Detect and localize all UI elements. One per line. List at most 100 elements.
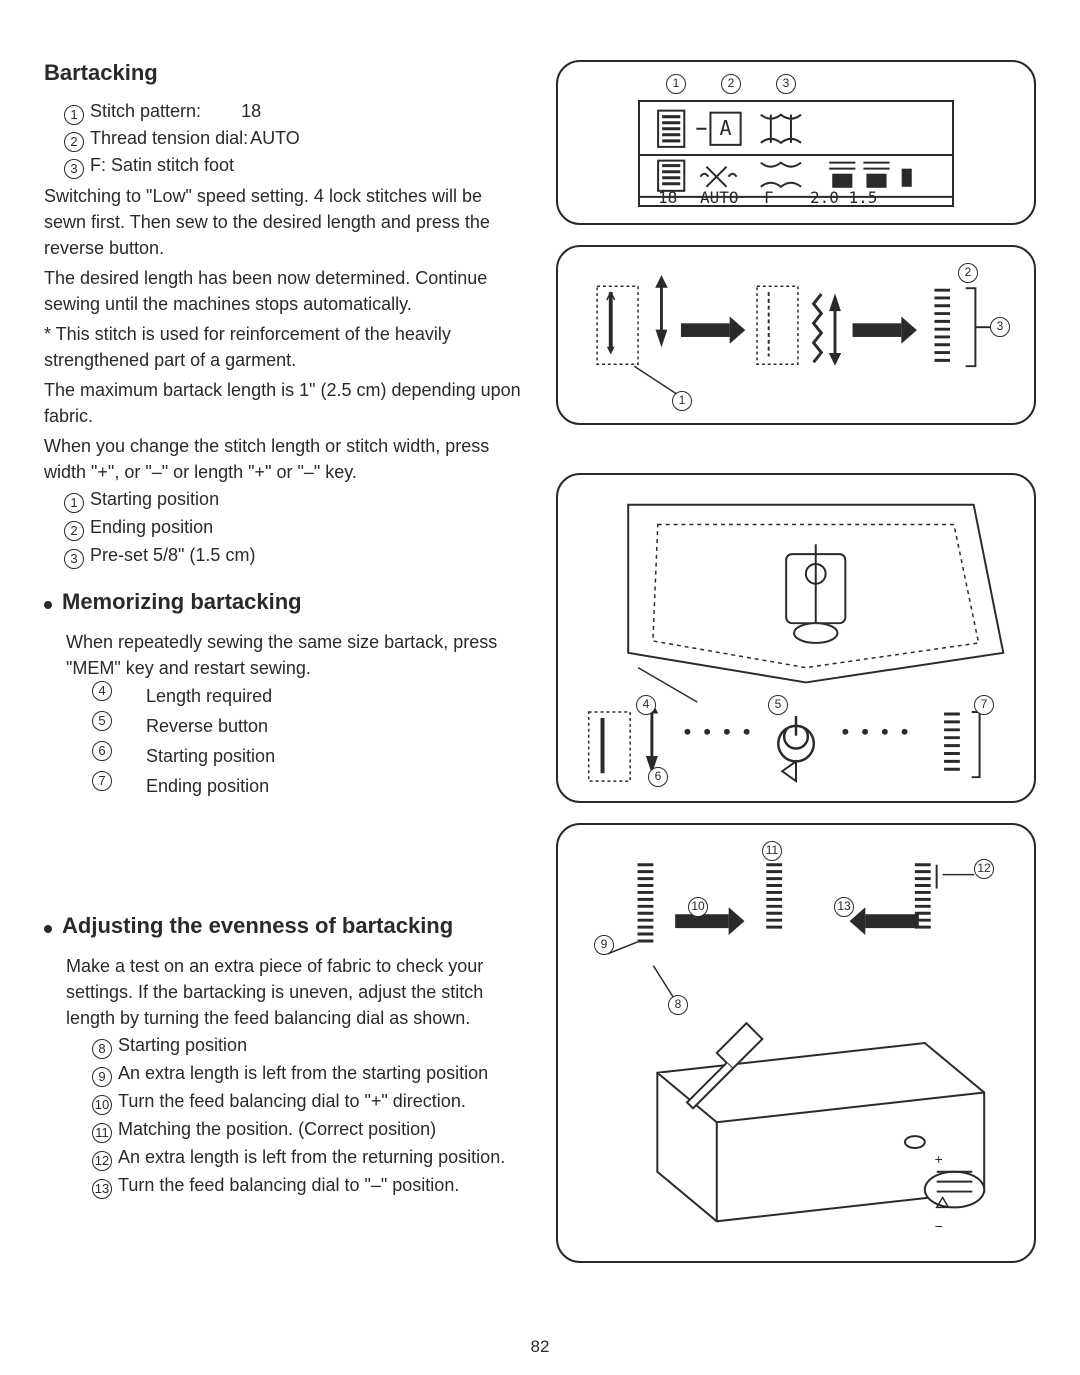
list-item: 9 An extra length is left from the starti… bbox=[92, 1059, 528, 1087]
list-text: Reverse button bbox=[146, 711, 268, 741]
memorizing-svg bbox=[568, 485, 1024, 791]
list-item: 10 Turn the feed balancing dial to "+" di… bbox=[92, 1087, 528, 1115]
stitch-sequence-svg bbox=[568, 257, 1024, 413]
num-circle: 1 bbox=[64, 105, 84, 125]
list-item: 3 Pre-set 5/8" (1.5 cm) bbox=[64, 541, 528, 569]
list-text: Turn the feed balancing dial to "+" dire… bbox=[118, 1091, 466, 1111]
num-circle: 12 bbox=[92, 1151, 112, 1171]
list-item: 13 Turn the feed balancing dial to "–" po… bbox=[92, 1171, 528, 1199]
svg-text:−: − bbox=[935, 1218, 943, 1234]
spacer bbox=[556, 445, 1036, 453]
list-text: An extra length is left from the startin… bbox=[118, 1063, 488, 1083]
list-text: Ending position bbox=[90, 517, 213, 537]
lcd-frame: A bbox=[638, 100, 954, 207]
callout-circle: 5 bbox=[768, 695, 788, 715]
callout-circle: 11 bbox=[762, 841, 782, 861]
right-column: 1 2 3 A bbox=[556, 60, 1036, 1263]
para: * This stitch is used for reinforcement … bbox=[44, 321, 528, 373]
section2-title: Memorizing bartacking bbox=[62, 589, 302, 615]
num-circle: 10 bbox=[92, 1095, 112, 1115]
list-text: Starting position bbox=[146, 741, 275, 771]
list-item: 1 Starting position bbox=[64, 485, 528, 513]
setting-value: 18 bbox=[241, 98, 261, 125]
setting-row-2: 2 Thread tension dial: AUTO bbox=[64, 125, 528, 152]
section3-title: Adjusting the evenness of bartacking bbox=[62, 913, 453, 939]
num-circle: 13 bbox=[92, 1179, 112, 1199]
list-item: 8 Starting position bbox=[92, 1031, 528, 1059]
list-item: 12 An extra length is left from the retur… bbox=[92, 1143, 528, 1171]
section1-title: Bartacking bbox=[44, 60, 528, 86]
lcd-label: AUTO bbox=[700, 188, 739, 207]
callout-circle: 4 bbox=[636, 695, 656, 715]
callout-circle: 2 bbox=[958, 263, 978, 283]
diagram-lcd-panel: 1 2 3 A bbox=[556, 60, 1036, 225]
list-item: 4 Length required bbox=[92, 681, 528, 711]
para-text: When repeatedly sewing the same size bar… bbox=[66, 632, 497, 678]
setting-row-3: 3 F: Satin stitch foot bbox=[64, 152, 528, 179]
list-text: Pre-set 5/8" (1.5 cm) bbox=[90, 545, 255, 565]
lcd-label: F bbox=[764, 188, 774, 207]
diagram-memorizing: 4 5 6 7 bbox=[556, 473, 1036, 803]
lcd-label: 2.0 1.5 bbox=[810, 188, 877, 207]
num-circle: 6 bbox=[92, 741, 112, 761]
callout-circle: 3 bbox=[990, 317, 1010, 337]
diagram-stitch-sequence: 2 3 1 bbox=[556, 245, 1036, 425]
num-circle: 2 bbox=[64, 132, 84, 152]
callout-circle: 9 bbox=[594, 935, 614, 955]
list-text: Length required bbox=[146, 681, 272, 711]
callout-circle: 8 bbox=[668, 995, 688, 1015]
num-circle: 3 bbox=[64, 549, 84, 569]
list-item: 6 Starting position bbox=[92, 741, 528, 771]
lcd-bottom-row-icon bbox=[640, 154, 952, 206]
bullet-icon bbox=[44, 925, 52, 933]
list-item: 7 Ending position bbox=[92, 771, 528, 801]
list-text: Starting position bbox=[118, 1035, 247, 1055]
callout-circle: 12 bbox=[974, 859, 994, 879]
setting-row-1: 1 Stitch pattern: 18 bbox=[64, 98, 528, 125]
num-circle: 11 bbox=[92, 1123, 112, 1143]
callout-circle: 1 bbox=[666, 74, 686, 94]
list-text: Starting position bbox=[90, 489, 219, 509]
num-circle: 2 bbox=[64, 521, 84, 541]
para: Switching to "Low" speed setting. 4 lock… bbox=[44, 183, 528, 261]
lcd-label: 18 bbox=[658, 188, 677, 207]
list-text: Turn the feed balancing dial to "–" posi… bbox=[118, 1175, 459, 1195]
setting-label: F: Satin stitch foot bbox=[90, 155, 234, 175]
callout-circle: 6 bbox=[648, 767, 668, 787]
list-item: 2 Ending position bbox=[64, 513, 528, 541]
callout-circle: 1 bbox=[672, 391, 692, 411]
callout-circle: 7 bbox=[974, 695, 994, 715]
para: When you change the stitch length or sti… bbox=[44, 433, 528, 485]
para: Make a test on an extra piece of fabric … bbox=[66, 953, 528, 1031]
left-column: Bartacking 1Stitch pattern: 18 2Thread t… bbox=[44, 60, 528, 1263]
bullet-icon bbox=[44, 601, 52, 609]
page-number: 82 bbox=[0, 1337, 1080, 1357]
setting-value: AUTO bbox=[250, 125, 300, 152]
lcd-top-row-icon: A bbox=[640, 102, 952, 154]
num-circle: 4 bbox=[92, 681, 112, 701]
num-circle: 9 bbox=[92, 1067, 112, 1087]
list-text: An extra length is left from the returni… bbox=[118, 1147, 505, 1167]
para: The desired length has been now determin… bbox=[44, 265, 528, 317]
num-circle: 3 bbox=[64, 159, 84, 179]
num-circle: 5 bbox=[92, 711, 112, 731]
svg-text:A: A bbox=[719, 116, 731, 140]
list-item: 11 Matching the position. (Correct positi… bbox=[92, 1115, 528, 1143]
num-circle: 7 bbox=[92, 771, 112, 791]
callout-circle: 2 bbox=[721, 74, 741, 94]
callout-circle: 13 bbox=[834, 897, 854, 917]
section3-header: Adjusting the evenness of bartacking bbox=[44, 887, 528, 949]
svg-text:+: + bbox=[935, 1151, 943, 1167]
setting-label: Thread tension dial: bbox=[90, 128, 248, 148]
list-text: Ending position bbox=[146, 771, 269, 801]
list-text: Matching the position. (Correct position… bbox=[118, 1119, 436, 1139]
section2-header: Memorizing bartacking bbox=[44, 569, 528, 625]
num-circle: 8 bbox=[92, 1039, 112, 1059]
setting-label: Stitch pattern: bbox=[90, 101, 201, 121]
evenness-svg: + − bbox=[568, 835, 1024, 1251]
num-circle: 1 bbox=[64, 493, 84, 513]
list-item: 5 Reverse button bbox=[92, 711, 528, 741]
page-content: Bartacking 1Stitch pattern: 18 2Thread t… bbox=[44, 60, 1036, 1263]
callout-circle: 10 bbox=[688, 897, 708, 917]
diagram-evenness: + − 9 10 11 12 13 8 bbox=[556, 823, 1036, 1263]
